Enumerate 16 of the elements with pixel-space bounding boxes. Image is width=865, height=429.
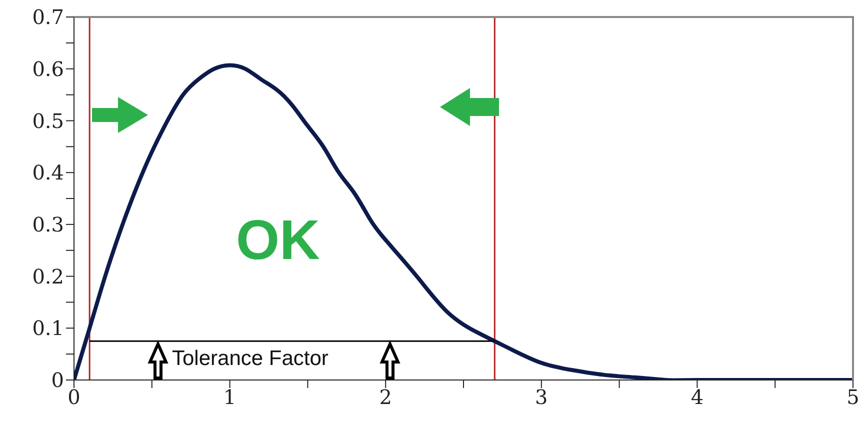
y-tick-label: 0.2 (32, 264, 64, 288)
y-tick-label: 0.4 (32, 160, 64, 185)
y-tick-label: 0 (51, 368, 64, 392)
annotation: Tolerance Factor (172, 347, 328, 370)
y-tick-label: 0.5 (32, 108, 64, 133)
x-tick-label: 1 (223, 385, 236, 410)
y-tick-label: 0.7 (32, 5, 64, 30)
x-tick-label: 4 (690, 385, 704, 410)
x-tick-label: 0 (68, 385, 80, 410)
x-tick-label: 5 (846, 385, 860, 410)
x-tick-label: 3 (535, 385, 548, 410)
y-tick-label: 0.1 (32, 316, 64, 340)
annotation: OK (236, 208, 320, 271)
y-tick-label: 0.6 (32, 56, 64, 81)
y-tick-label: 0.3 (32, 212, 64, 237)
x-tick-label: 2 (379, 385, 392, 410)
